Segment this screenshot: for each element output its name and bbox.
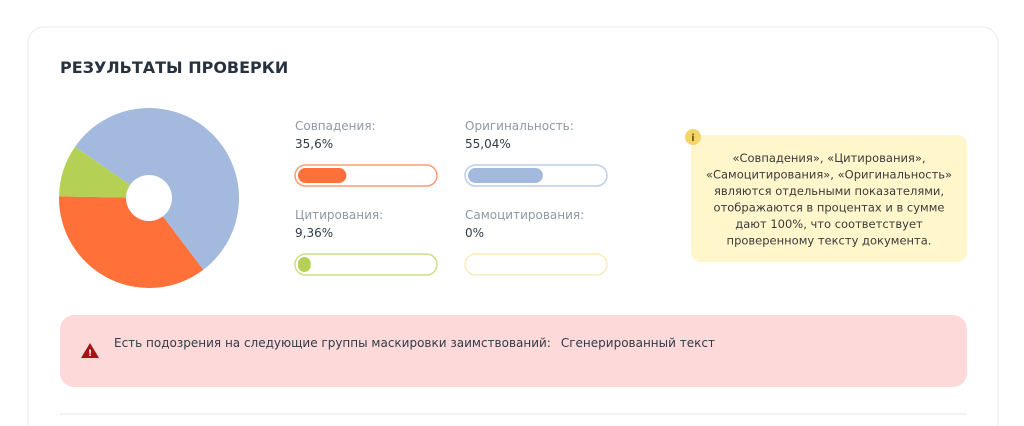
warning-box	[60, 315, 967, 387]
metrics: Совпадения: 35,6% Оригинальность: 55,04% Цит…	[294, 119, 608, 276]
metric-label: Цитирования:	[295, 208, 383, 222]
metric-value: 9,36%	[295, 226, 333, 240]
pie-chart	[59, 108, 239, 289]
note-text: «Совпадения», «Цитирования», «Самоцитиров…	[706, 151, 952, 248]
pie-hole	[126, 175, 172, 221]
warning-glyph: !	[88, 349, 92, 359]
bar-track	[464, 253, 608, 276]
note-line: отображаются в процентах и в сумме	[714, 201, 945, 215]
note-line: «Совпадения», «Цитирования»,	[732, 151, 925, 165]
note-line: являются отдельными показателями,	[714, 184, 944, 198]
info-icon	[685, 129, 701, 145]
metric-label: Самоцитирования:	[465, 208, 584, 222]
pie-slice	[59, 146, 150, 198]
metric-value: 35,6%	[295, 137, 333, 151]
bar-fill	[298, 257, 311, 272]
metric-label: Оригинальность:	[465, 119, 574, 133]
info-glyph: i	[691, 133, 694, 144]
pie-slice	[59, 196, 150, 198]
metric-value: 55,04%	[465, 137, 511, 151]
warning-message: Есть подозрения на следующие группы маск…	[114, 336, 551, 350]
pie-slice	[59, 196, 204, 289]
warning-value: Сгенерированный текст	[561, 336, 715, 350]
warning-text: Есть подозрения на следующие группы маск…	[114, 336, 715, 350]
note-line: «Самоцитирования», «Оригинальность»	[706, 168, 952, 182]
bar-fill	[298, 168, 347, 183]
note-line: дают 100%, что соответствует	[735, 217, 923, 231]
warning-icon	[81, 343, 99, 358]
note-line: проверенному тексту документа.	[727, 234, 932, 248]
bar-fill	[468, 168, 543, 183]
title: РЕЗУЛЬТАТЫ ПРОВЕРКИ	[60, 58, 288, 77]
note-box	[691, 135, 967, 262]
metric-label: Совпадения:	[295, 119, 376, 133]
metric-value: 0%	[465, 226, 484, 240]
bar-track	[294, 253, 438, 276]
